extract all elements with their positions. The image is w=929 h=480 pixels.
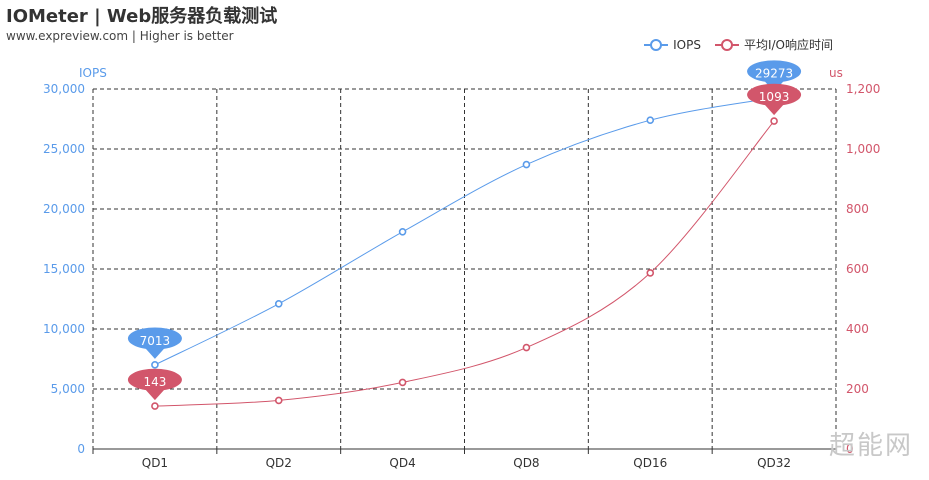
data-point-iops [522,160,531,169]
y-left-tick-label: 10,000 [43,322,85,336]
legend-item-iops[interactable]: IOPS [644,36,701,53]
y-left-axis-label: IOPS [79,66,107,80]
data-point-latency [646,269,655,277]
y-right-tick-label: 800 [846,202,869,216]
data-point-latency [770,117,778,125]
x-tick-label: QD8 [513,456,539,470]
x-tick-label: QD1 [142,456,168,470]
data-point-iops [151,361,159,369]
watermark-logo: 超能网 [828,431,913,461]
x-tick-label: QD2 [266,456,292,470]
data-point-iops [274,299,283,308]
y-right-tick-label: 0 [846,442,854,456]
x-tick-label: QD4 [389,456,415,470]
annotation-bubble [747,60,802,92]
chart-title: IOMeter | Web服务器负载测试 [6,6,278,27]
series-line-iops [154,97,775,366]
y-right-tick-label: 1,000 [846,142,880,156]
annotation-label: 7013 [140,334,171,348]
annotation-bubble [747,83,802,116]
annotation-label: 29273 [755,67,793,81]
legend-marker-iops [644,38,669,51]
data-point-latency [274,396,283,405]
data-point-latency [522,343,531,352]
y-left-tick-label: 5,000 [51,382,85,396]
y-left-tick-label: 15,000 [43,262,85,276]
annotation-bubble [127,327,182,359]
y-right-tick-label: 200 [846,382,869,396]
y-left-tick-label: 20,000 [43,202,85,216]
y-left-tick-label: 0 [77,442,85,456]
data-point-iops [646,116,655,124]
legend-marker-latency [714,38,739,51]
x-tick-label: QD32 [757,456,791,470]
chart-legend: IOPS 平均I/O响应时间 [644,36,833,53]
data-point-latency [398,378,407,387]
y-right-axis-label: us [829,66,843,80]
legend-label-iops: IOPS [673,37,701,52]
series-line-latency [154,120,775,407]
y-left-tick-label: 25,000 [43,142,85,156]
y-right-tick-label: 600 [846,262,869,276]
legend-label-latency: 平均I/O响应时间 [743,38,833,52]
data-point-iops [398,228,407,236]
data-point-latency [151,402,159,410]
y-right-tick-label: 1,200 [846,82,880,96]
y-right-tick-label: 400 [846,322,869,336]
legend-item-latency[interactable]: 平均I/O响应时间 [714,36,833,53]
annotation-label: 143 [143,375,166,389]
y-left-tick-label: 30,000 [43,82,85,96]
x-tick-label: QD16 [633,456,667,470]
annotation-bubble [127,368,182,401]
chart-subtitle: www.expreview.com | Higher is better [6,29,234,43]
annotation-label: 1093 [759,90,790,104]
